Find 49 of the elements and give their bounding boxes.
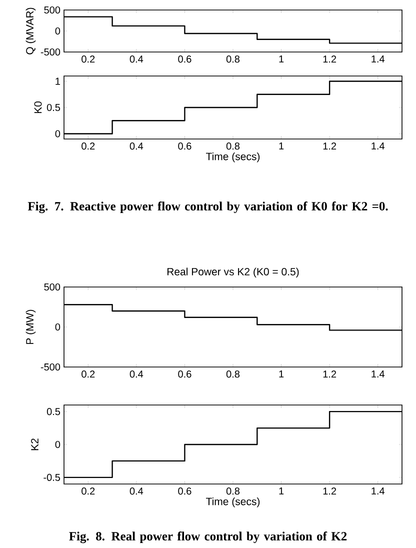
y-tick-label: 0	[55, 440, 60, 448]
x-axis-title: Time (secs)	[206, 497, 260, 508]
y-tick-label: 500	[44, 283, 60, 291]
y-axis-title: P (MW)	[26, 310, 36, 344]
y-tick-label: -500	[40, 48, 60, 56]
x-axis-title: Time (secs)	[206, 152, 260, 162]
y-axis-title: K0	[34, 101, 42, 114]
x-tick-label: 1.4	[372, 370, 385, 378]
x-tick-label: 1.4	[372, 142, 385, 150]
x-tick-label: 0.2	[82, 56, 95, 63]
x-tick-label: 0.6	[178, 56, 192, 63]
x-tick-label: 1	[279, 488, 284, 494]
y-axis-title: Q (MVAR)	[26, 8, 36, 54]
y-tick-label: 1	[56, 78, 60, 85]
x-tick-label: 0.6	[178, 370, 192, 378]
x-tick-label: 0.8	[226, 370, 240, 378]
x-tick-label: 0.6	[178, 488, 192, 495]
x-tick-label: 0.2	[82, 142, 95, 150]
y-tick-label: 0.5	[46, 104, 60, 112]
x-tick-label: 1.2	[323, 142, 336, 150]
x-tick-label: 1.2	[323, 370, 336, 378]
chart-title: Real Power vs K2 (K0 = 0.5)	[167, 268, 299, 278]
x-tick-label: 1.2	[323, 56, 336, 63]
x-tick-label: 1.4	[372, 56, 385, 62]
x-tick-label: 1	[279, 142, 284, 150]
x-tick-label: 0.4	[130, 370, 144, 378]
x-tick-label: 0.8	[226, 488, 240, 495]
x-tick-label: 0.8	[226, 142, 240, 150]
x-tick-label: 0.4	[130, 142, 144, 150]
x-tick-label: 0.6	[178, 142, 192, 150]
x-tick-label: 0.8	[226, 56, 240, 63]
caption: Fig. 7. Reactive power flow control by variation of K0 for K2 =0.	[28, 202, 388, 214]
x-tick-label: 1	[279, 56, 284, 62]
y-tick-label: -500	[40, 363, 60, 371]
x-tick-label: 0.2	[82, 370, 95, 378]
x-tick-label: 1	[279, 370, 284, 378]
x-tick-label: 0.4	[130, 488, 144, 495]
x-tick-label: 1.2	[323, 488, 336, 495]
y-axis-title: K2	[31, 438, 38, 450]
y-tick-label: 0.5	[46, 408, 60, 416]
y-tick-label: -0.5	[44, 474, 60, 481]
y-tick-label: 0	[55, 27, 60, 35]
y-tick-label: 0	[55, 323, 60, 331]
x-tick-label: 1.4	[372, 488, 385, 494]
x-tick-label: 0.4	[130, 56, 144, 63]
caption: Fig. 8. Real power flow control by variation of K2	[69, 532, 347, 544]
y-tick-label: 500	[44, 6, 60, 14]
x-tick-label: 0.2	[82, 488, 95, 495]
y-tick-label: 0	[55, 130, 60, 138]
